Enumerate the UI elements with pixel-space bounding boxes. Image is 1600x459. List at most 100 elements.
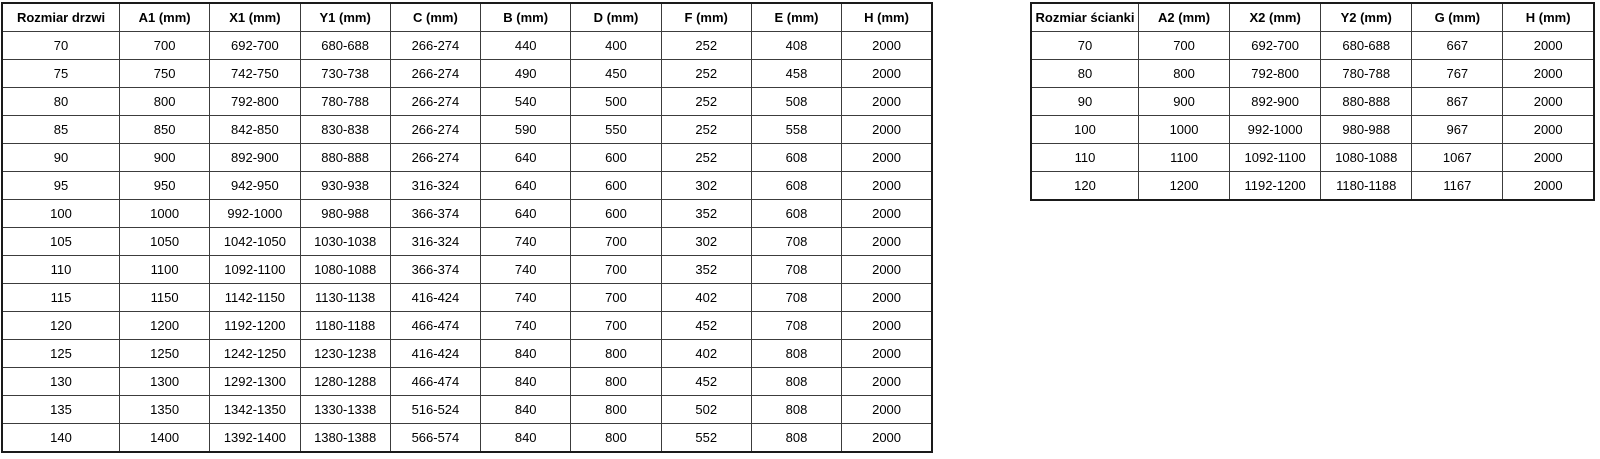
table-cell: 252 [660,87,752,116]
table-cell: 900 [1137,87,1231,116]
table-cell: 792-800 [1229,59,1322,88]
table-cell: 608 [750,171,843,200]
column-header: B (mm) [480,2,572,32]
column-header: Rozmiar drzwi [1,2,120,32]
table-cell: 552 [660,423,752,453]
table-row: 130 1300 1292-1300 1280-1288 466-474 840 800 45… [1,367,933,396]
table-cell: 440 [480,31,572,60]
table-cell: 980-988 [1320,115,1413,144]
table-cell: 352 [660,255,752,284]
table-cell: 840 [480,395,572,424]
table-row: 100 1000 992-1000 980-988 967 2000 [1030,115,1595,144]
table-cell: 2000 [841,255,933,284]
table-row: 125 1250 1242-1250 1230-1238 416-424 840 800 40… [1,339,933,368]
table-cell: 2000 [1502,171,1595,201]
table-cell: 120 [1,311,120,340]
column-header: C (mm) [389,2,482,32]
table-cell: 1342-1350 [209,395,301,424]
table-cell: 600 [570,199,662,228]
table-cell: 808 [750,395,843,424]
table-cell: 266-274 [389,31,482,60]
table-cell: 550 [570,115,662,144]
table-row: 95 950 942-950 930-938 316-324 640 600 302 608 20… [1,171,933,200]
table-cell: 266-274 [389,115,482,144]
table-cell: 1167 [1411,171,1504,201]
table-cell: 740 [480,227,572,256]
table-cell: 1392-1400 [209,423,301,453]
table-cell: 1130-1138 [299,283,391,312]
table-cell: 2000 [841,227,933,256]
table-cell: 266-274 [389,87,482,116]
table-cell: 80 [1030,59,1139,88]
table-cell: 840 [480,339,572,368]
table-cell: 608 [750,143,843,172]
table-cell: 1100 [1137,143,1231,172]
table-row: 80 800 792-800 780-788 767 2000 [1030,59,1595,88]
column-header: X2 (mm) [1229,2,1322,32]
table-row: 140 1400 1392-1400 1380-1388 566-574 840 800 55… [1,423,933,453]
table-cell: 1180-1188 [1320,171,1413,201]
table-cell: 992-1000 [209,199,301,228]
table-cell: 302 [660,227,752,256]
table-cell: 800 [570,423,662,453]
table-cell: 252 [660,115,752,144]
table-cell: 1000 [1137,115,1231,144]
table-cell: 600 [570,143,662,172]
table-row: 90 900 892-900 880-888 266-274 640 600 252 608 20… [1,143,933,172]
table-cell: 892-900 [209,143,301,172]
table-cell: 700 [570,311,662,340]
table-cell: 140 [1,423,120,453]
table-cell: 2000 [1502,115,1595,144]
table-row: 110 1100 1092-1100 1080-1088 366-374 740 700 35… [1,255,933,284]
table-cell: 692-700 [209,31,301,60]
table-cell: 402 [660,283,752,312]
table-cell: 1200 [118,311,211,340]
table-cell: 800 [118,87,211,116]
table-cell: 1150 [118,283,211,312]
table-cell: 558 [750,115,843,144]
table-cell: 700 [570,283,662,312]
table-cell: 566-574 [389,423,482,453]
table-cell: 2000 [1502,59,1595,88]
table-cell: 302 [660,171,752,200]
table-cell: 700 [118,31,211,60]
table-cell: 2000 [841,143,933,172]
table-cell: 708 [750,311,843,340]
table-cell: 640 [480,171,572,200]
table-cell: 750 [118,59,211,88]
table-cell: 452 [660,367,752,396]
table-row: 120 1200 1192-1200 1180-1188 466-474 740 700 45… [1,311,933,340]
table-cell: 540 [480,87,572,116]
table-cell: 1067 [1411,143,1504,172]
table-cell: 2000 [1502,143,1595,172]
table-cell: 266-274 [389,143,482,172]
column-header: Y2 (mm) [1320,2,1413,32]
table-cell: 85 [1,115,120,144]
column-header: F (mm) [660,2,752,32]
table-cell: 680-688 [299,31,391,60]
table-cell: 130 [1,367,120,396]
table-cell: 700 [1137,31,1231,60]
table-cell: 2000 [841,199,933,228]
table-cell: 1250 [118,339,211,368]
table-cell: 1080-1088 [1320,143,1413,172]
table-row: 135 1350 1342-1350 1330-1338 516-524 840 800 50… [1,395,933,424]
table-cell: 1280-1288 [299,367,391,396]
table-cell: 808 [750,423,843,453]
table-cell: 458 [750,59,843,88]
table-cell: 366-374 [389,255,482,284]
column-header: X1 (mm) [209,2,301,32]
table-cell: 1000 [118,199,211,228]
table-cell: 1330-1338 [299,395,391,424]
table-cell: 708 [750,227,843,256]
table-cell: 590 [480,115,572,144]
table-cell: 452 [660,311,752,340]
table-cell: 1142-1150 [209,283,301,312]
table-cell: 930-938 [299,171,391,200]
table-cell: 708 [750,255,843,284]
table-cell: 110 [1,255,120,284]
door-size-table: Rozmiar drzwi A1 (mm) X1 (mm) Y1 (mm) C (mm)… [1,2,933,453]
table-cell: 742-750 [209,59,301,88]
table-cell: 700 [570,255,662,284]
table-cell: 120 [1030,171,1139,201]
